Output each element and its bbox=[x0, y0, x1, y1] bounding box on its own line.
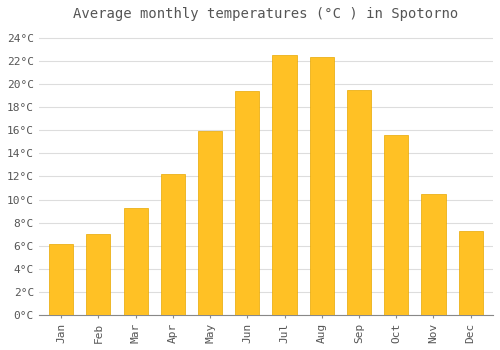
Bar bbox=[272, 55, 296, 315]
Bar bbox=[198, 132, 222, 315]
Bar bbox=[458, 231, 483, 315]
Bar bbox=[347, 90, 371, 315]
Bar bbox=[310, 57, 334, 315]
Bar bbox=[384, 135, 408, 315]
Bar bbox=[235, 91, 260, 315]
Title: Average monthly temperatures (°C ) in Spotorno: Average monthly temperatures (°C ) in Sp… bbox=[74, 7, 458, 21]
Bar bbox=[49, 244, 73, 315]
Bar bbox=[160, 174, 185, 315]
Bar bbox=[124, 208, 148, 315]
Bar bbox=[86, 234, 110, 315]
Bar bbox=[422, 194, 446, 315]
